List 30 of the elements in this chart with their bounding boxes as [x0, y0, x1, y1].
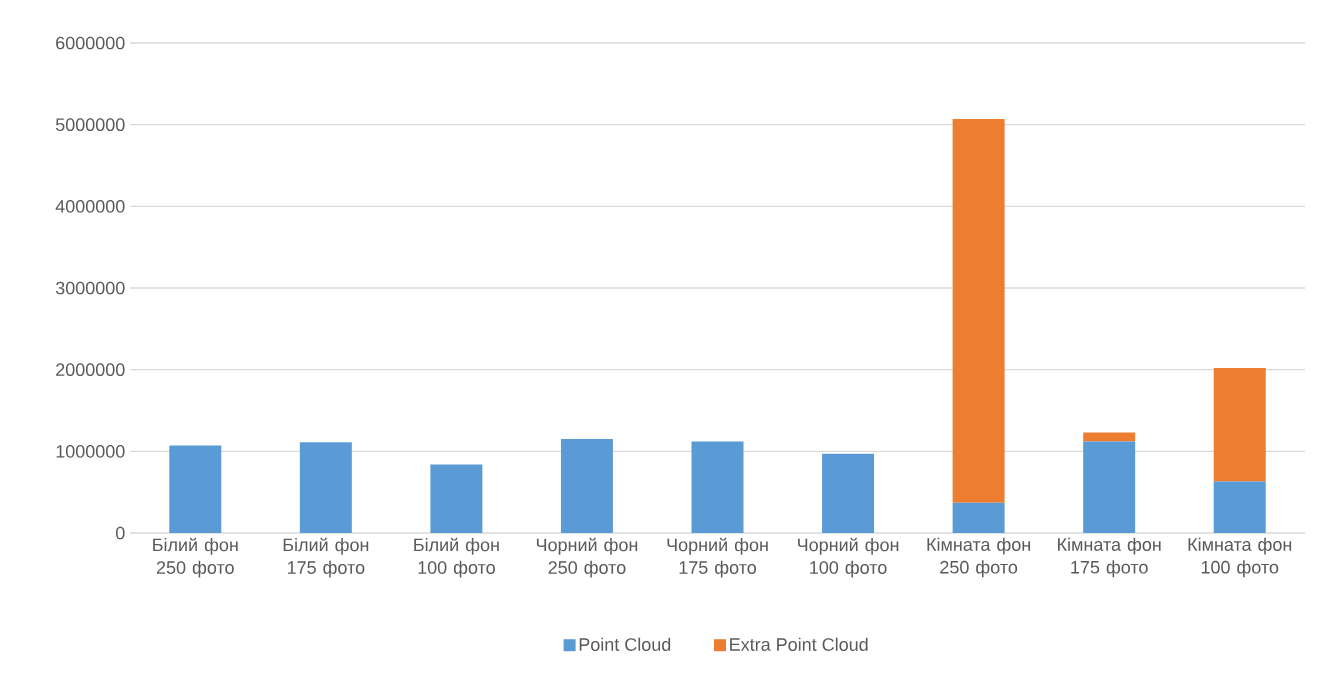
y-tick-label: 5000000: [55, 118, 125, 132]
bar: [560, 439, 613, 533]
bar: [952, 118, 1005, 503]
x-tick-label: Білий фон 250 фото: [153, 537, 238, 578]
y-tick-label: 6000000: [56, 36, 125, 50]
y-tick-label: 1000000: [56, 444, 125, 458]
bar: [169, 445, 222, 533]
legend-label: Point Cloud: [579, 637, 671, 651]
y-tick-label: 3000000: [55, 281, 125, 295]
legend-label: Extra Point Cloud: [730, 637, 868, 651]
bar: [430, 464, 483, 533]
x-tick-label: Чорний фон 175 фото: [667, 537, 768, 578]
bar: [299, 442, 352, 533]
x-tick-label: Чорний фон 100 фото: [798, 537, 899, 578]
y-tick-label: 4000000: [55, 199, 125, 213]
y-tick-label: 0: [116, 526, 125, 540]
y-tick-label: 2000000: [56, 363, 125, 377]
bar: [1213, 481, 1266, 533]
bar: [691, 441, 744, 533]
x-tick-label: Кімната фон 250 фото: [927, 537, 1030, 578]
x-tick-label: Білий фон 100 фото: [414, 537, 499, 578]
bar: [952, 502, 1005, 533]
bar: [1083, 441, 1136, 533]
x-tick-label: Кімната фон 100 фото: [1188, 537, 1292, 578]
bar: [1213, 368, 1266, 482]
x-tick-label: Білий фон 175 фото: [283, 537, 369, 578]
x-tick-label: Кімната фон 175 фото: [1058, 537, 1161, 578]
x-tick-label: Чорний фон 250 фото: [536, 537, 638, 578]
bar: [1083, 432, 1136, 442]
bar: [822, 453, 875, 533]
